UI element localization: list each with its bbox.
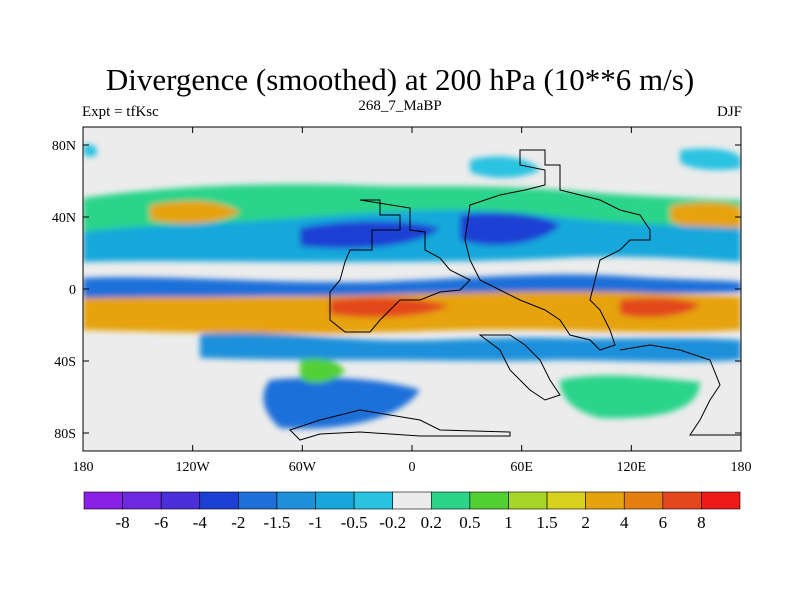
continent-outline-south-east bbox=[619, 344, 741, 436]
contour-band-southern-negative bbox=[200, 332, 741, 362]
season-label: DJF bbox=[716, 104, 742, 120]
x-tick-label: 60E bbox=[510, 460, 533, 475]
colorbar-label: 6 bbox=[659, 513, 668, 532]
x-tick-label: 180 bbox=[731, 460, 752, 475]
contour-band-subtropical-negative-core bbox=[300, 221, 440, 249]
colorbar-swatch bbox=[315, 491, 355, 510]
colorbar-swatch bbox=[83, 491, 123, 510]
contour-band-negative-core-east bbox=[460, 212, 560, 246]
continent-outline-west bbox=[329, 199, 471, 333]
y-tick-label: 80N bbox=[52, 139, 76, 154]
colorbar-swatch bbox=[392, 491, 432, 510]
y-tick-label: 40N bbox=[52, 211, 76, 226]
continent-outline-east bbox=[464, 149, 651, 351]
contour-north-high-latitude-negative-west bbox=[83, 144, 97, 157]
time-label: 268_7_MaBP bbox=[358, 98, 442, 114]
contour-north-high-latitude-negative bbox=[470, 156, 540, 178]
colorbar-swatch bbox=[276, 491, 316, 510]
colorbar-swatch bbox=[585, 491, 625, 510]
contour-south-high-latitude-positive-east bbox=[560, 375, 700, 419]
continent-outlines bbox=[289, 149, 741, 441]
colorbar-label: -1 bbox=[308, 513, 322, 532]
colorbar-label: -6 bbox=[154, 513, 168, 532]
colorbar-swatch bbox=[701, 491, 741, 510]
continent-outline-south-mid bbox=[478, 334, 561, 401]
colorbar-label: -2 bbox=[231, 513, 245, 532]
contour-band-south-positive-core bbox=[330, 297, 450, 318]
contour-band-south-positive-core-east bbox=[620, 298, 700, 318]
y-tick-label: 0 bbox=[69, 283, 76, 298]
colorbar-label: 0.2 bbox=[421, 513, 442, 532]
colorbar-label: -4 bbox=[193, 513, 208, 532]
x-tick-label: 60W bbox=[289, 460, 317, 475]
colorbar-swatch bbox=[122, 491, 162, 510]
contour-south-high-latitude-negative bbox=[263, 377, 420, 429]
y-axis: 80N 40N 0 40S 80S bbox=[52, 139, 741, 442]
colorbar: -8 -6 -4 -2 -1.5 -1 -0.5 -0.2 0.2 0.5 1 1.5 2 4 6 8 bbox=[83, 491, 741, 532]
colorbar-label: 4 bbox=[620, 513, 629, 532]
x-tick-label: 120W bbox=[176, 460, 211, 475]
y-tick-label: 40S bbox=[54, 355, 76, 370]
colorbar-label: 8 bbox=[697, 513, 706, 532]
x-tick-label: 120E bbox=[617, 460, 647, 475]
colorbar-label: 2 bbox=[581, 513, 590, 532]
colorbar-swatch bbox=[469, 491, 509, 510]
colorbar-swatch bbox=[160, 491, 201, 510]
contour-field bbox=[83, 127, 741, 451]
colorbar-label: -1.5 bbox=[263, 513, 290, 532]
colorbar-swatch bbox=[430, 491, 471, 510]
contour-south-high-latitude-positive bbox=[300, 358, 345, 383]
x-axis: 180 120W 60W 0 60E 120E 180 bbox=[73, 127, 752, 475]
colorbar-swatch bbox=[508, 491, 548, 510]
colorbar-label: -0.2 bbox=[379, 513, 406, 532]
colorbar-swatch bbox=[199, 491, 239, 510]
colorbar-swatch bbox=[238, 491, 278, 510]
colorbar-label: 0.5 bbox=[459, 513, 480, 532]
colorbar-label: 1 bbox=[504, 513, 513, 532]
experiment-label: Expt = tfKsc bbox=[82, 104, 159, 120]
x-tick-label: 0 bbox=[409, 460, 416, 475]
contour-band-north-positive-core-east bbox=[670, 202, 741, 230]
colorbar-label: -0.5 bbox=[341, 513, 368, 532]
continent-outline-south-high-latitude bbox=[289, 409, 511, 441]
contour-band-equatorial-negative bbox=[83, 274, 741, 298]
colorbar-swatch bbox=[546, 491, 586, 510]
colorbar-swatch bbox=[353, 491, 394, 510]
contour-band-north-positive-core bbox=[150, 200, 240, 224]
colorbar-swatch bbox=[623, 491, 664, 510]
contour-north-high-latitude-negative-east bbox=[680, 148, 741, 170]
y-tick-label: 80S bbox=[54, 427, 76, 442]
colorbar-label: -8 bbox=[116, 513, 130, 532]
plot-title: Divergence (smoothed) at 200 hPa (10**6 … bbox=[105, 62, 695, 97]
colorbar-label: 1.5 bbox=[536, 513, 557, 532]
colorbar-swatch bbox=[662, 491, 702, 510]
x-tick-label: 180 bbox=[73, 460, 94, 475]
